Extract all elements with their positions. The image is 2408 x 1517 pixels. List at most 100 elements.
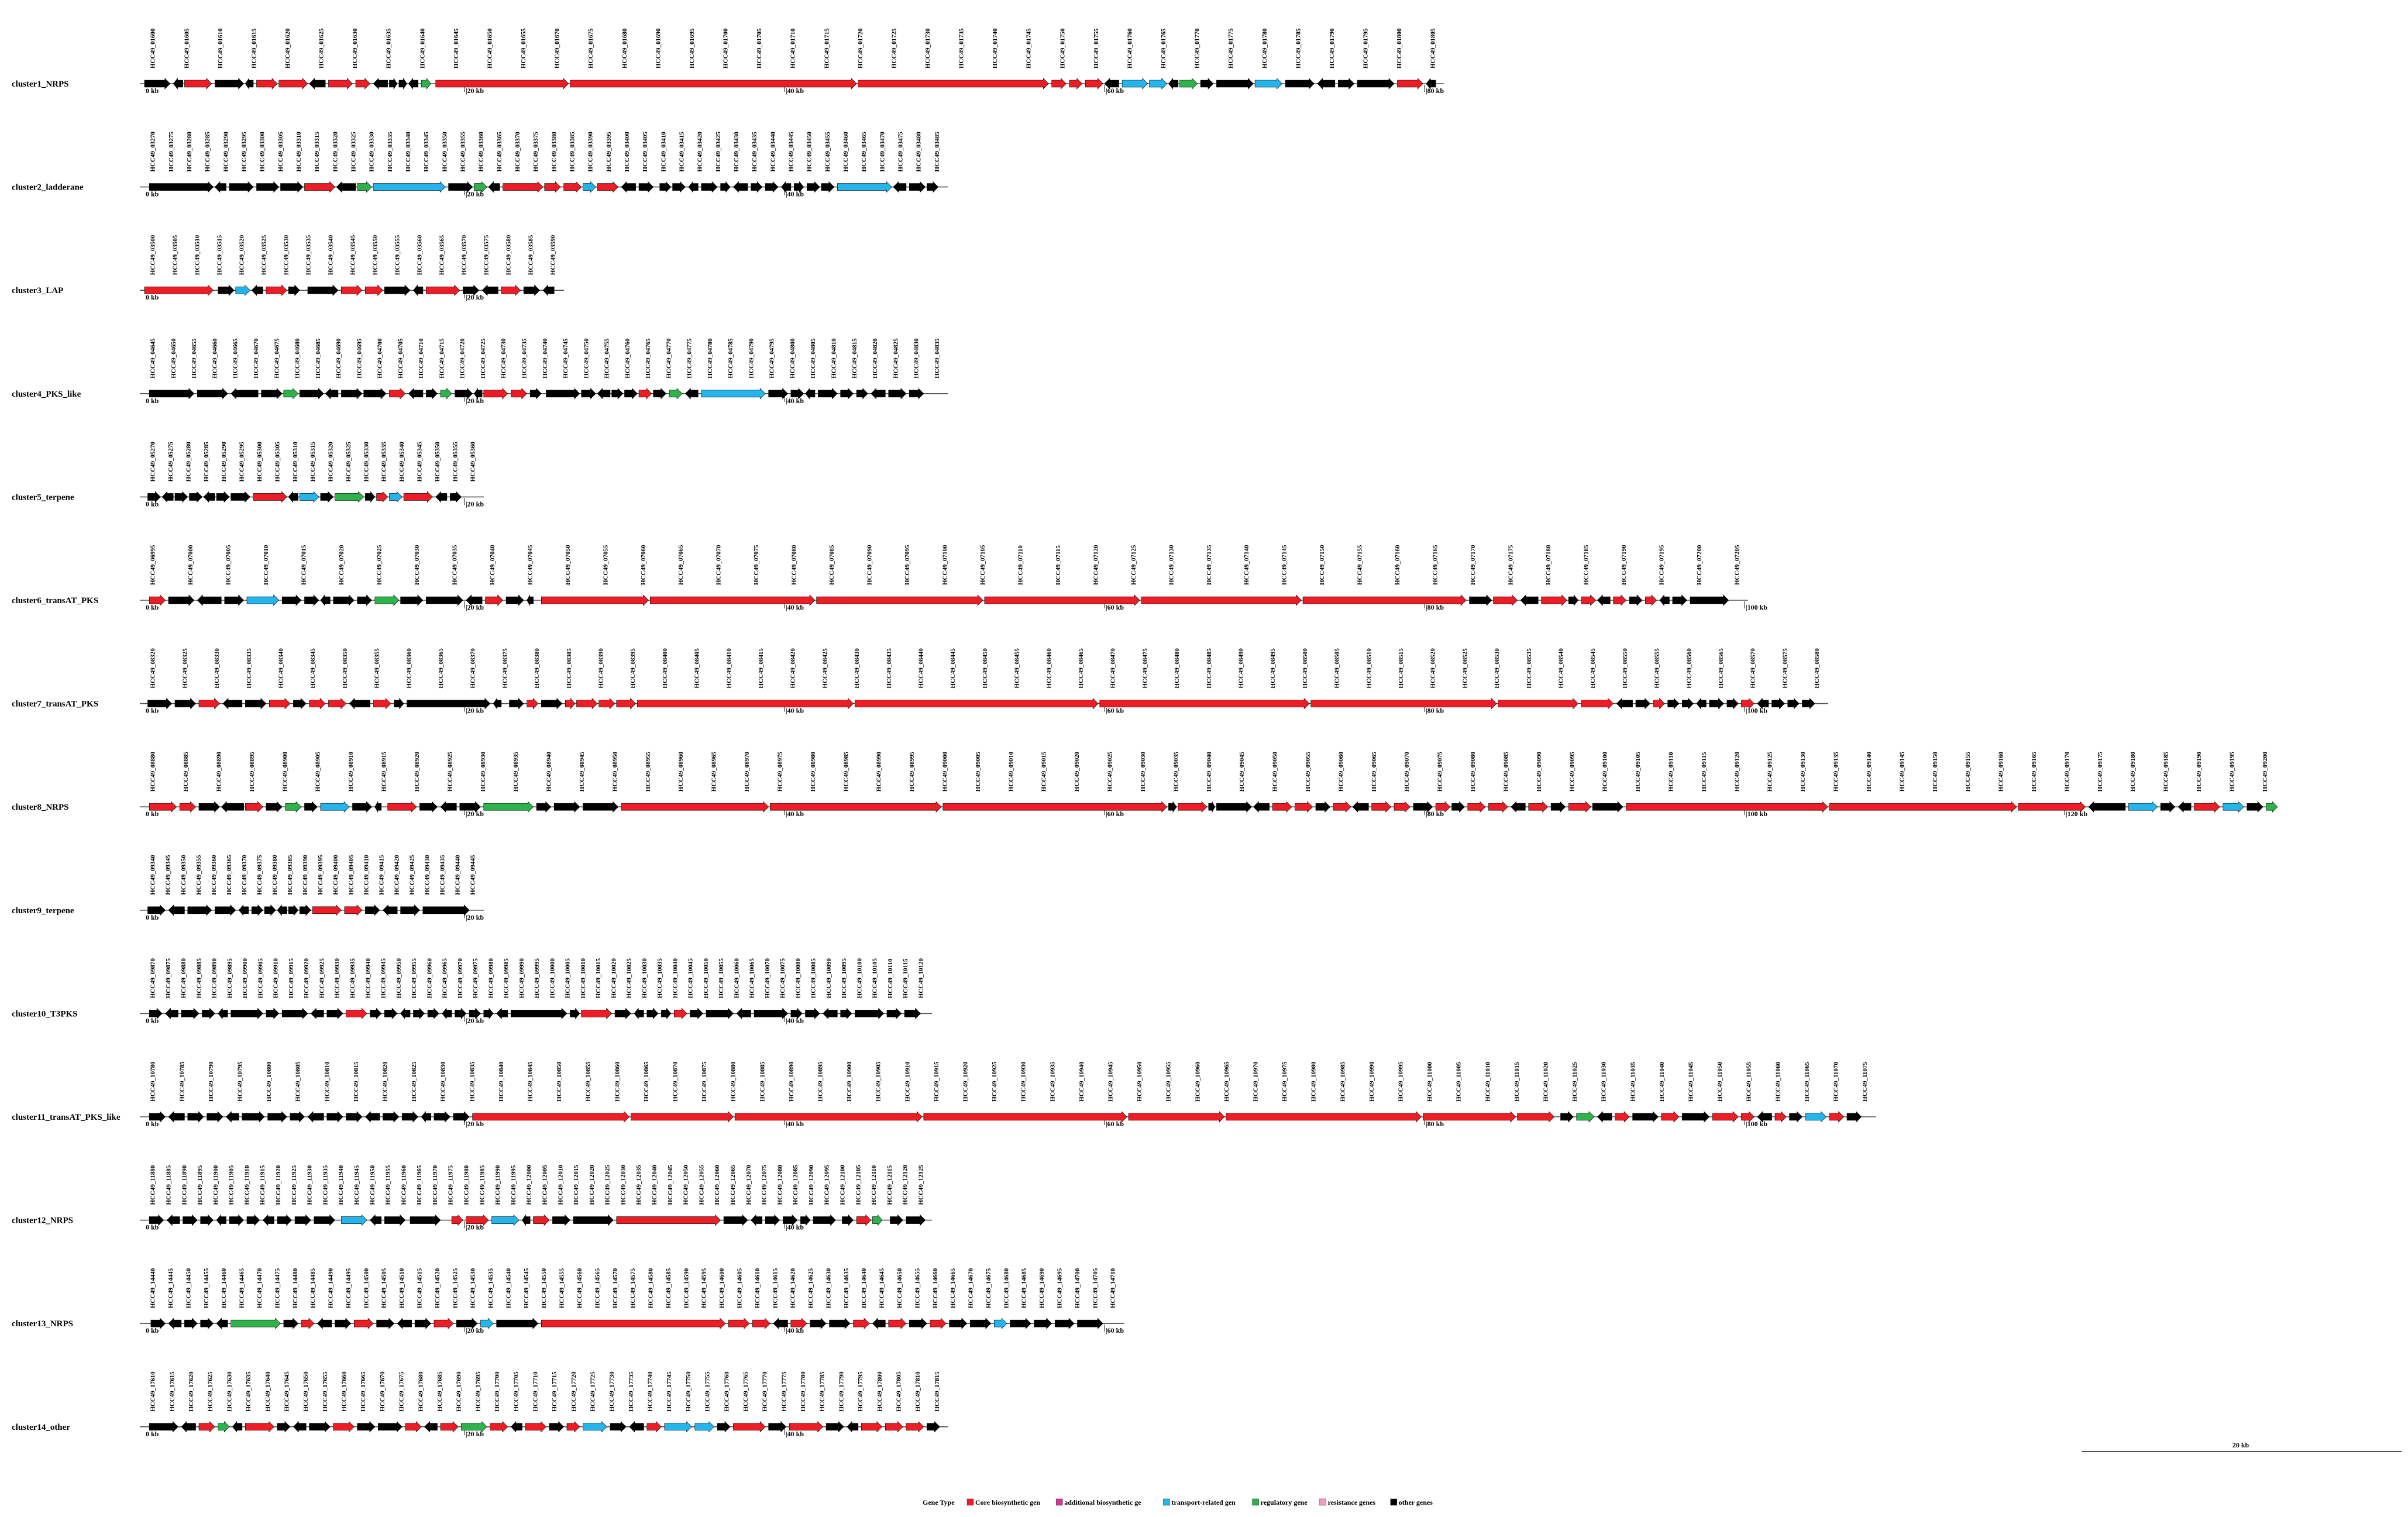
gene-label: HCC49_03530	[283, 235, 290, 275]
gene-label: HCC49_17815	[934, 1371, 941, 1412]
gene-arrow	[400, 1007, 411, 1020]
gene-label: HCC49_17790	[838, 1371, 845, 1412]
kb-tick-label: |40 kb	[786, 1223, 804, 1232]
gene-arrow	[310, 1007, 324, 1020]
gene-label: HCC49_03465	[861, 132, 868, 172]
gene-label: HCC49_12075	[761, 1165, 768, 1205]
cluster-row: cluster1_NRPS 0 kb |20 kb |40 kb |60 kb |80 k…	[12, 28, 1444, 95]
gene-label: HCC49_08950	[611, 751, 618, 792]
gene-label: HCC49_01710	[790, 28, 797, 68]
gene-arrow	[610, 1421, 627, 1433]
kb-tick-label: |40 kb	[786, 603, 804, 611]
gene-arrow	[541, 594, 649, 606]
gene-label: HCC49_17640	[264, 1371, 271, 1412]
legend-entry-label: transport-related gen	[1171, 1498, 1236, 1506]
gene-label: HCC49_08430	[854, 648, 861, 689]
gene-arrow	[1661, 1111, 1680, 1123]
legend-title: Gene Type	[923, 1498, 955, 1506]
gene-arrow	[198, 697, 220, 710]
cluster-row: cluster14_other 0 kb |20 kb |40 kb HCC49_176…	[12, 1371, 948, 1438]
gene-label: HCC49_09045	[1239, 751, 1246, 792]
gene-arrow	[168, 1318, 182, 1329]
gene-arrow	[1690, 594, 1729, 606]
gene-label: HCC49_07095	[904, 545, 911, 585]
gene-arrow	[410, 1214, 441, 1226]
gene-label: HCC49_09065	[1371, 751, 1378, 792]
gene-arrow	[544, 181, 561, 193]
gene-arrow	[384, 1214, 406, 1226]
gene-arrow	[266, 1007, 280, 1020]
gene-label: HCC49_08405	[694, 648, 701, 689]
cluster-name: cluster10_T3PKS	[12, 1009, 78, 1019]
gene-label: HCC49_08515	[1398, 648, 1405, 689]
gene-label: HCC49_14515	[417, 1268, 424, 1308]
gene-label: HCC49_09200	[2262, 751, 2269, 792]
gene-label: HCC49_17710	[532, 1371, 539, 1412]
gene-label: HCC49_14610	[754, 1268, 761, 1308]
gene-label: HCC49_09935	[349, 958, 356, 998]
gene-label: HCC49_05335	[381, 441, 388, 481]
gene-label: HCC49_09995	[534, 958, 541, 998]
gene-arrow	[1208, 802, 1216, 813]
gene-arrow	[1597, 594, 1611, 606]
gene-label: HCC49_03410	[660, 132, 667, 172]
gene-arrow	[245, 78, 254, 90]
gene-arrow	[1726, 697, 1739, 710]
gene-label: HCC49_01630	[352, 28, 359, 68]
gene-arrow	[242, 1111, 265, 1123]
gene-label: HCC49_08545	[1590, 648, 1597, 689]
scale-bar-label: 20 kb	[2232, 1441, 2249, 1449]
gene-label: HCC49_04780	[707, 338, 714, 379]
gene-arrow	[805, 1007, 820, 1020]
gene-label: HCC49_10900	[846, 1061, 853, 1102]
gene-arrow	[202, 1007, 215, 1020]
gene-label: HCC49_14570	[612, 1268, 619, 1308]
gene-label: HCC49_03560	[417, 235, 424, 275]
gene-label: HCC49_04715	[438, 338, 445, 379]
gene-label: HCC49_03485	[934, 132, 941, 172]
gene-arrow	[1394, 801, 1411, 813]
gene-label: HCC49_11055	[1746, 1062, 1753, 1102]
gene-arrow	[426, 388, 438, 400]
gene-arrow	[421, 1111, 431, 1123]
gene-arrow	[629, 1421, 644, 1433]
gene-label: HCC49_04740	[542, 338, 549, 379]
gene-label: HCC49_12015	[573, 1165, 580, 1205]
gene-arrow	[326, 1007, 343, 1020]
gene-label: HCC49_03590	[549, 235, 556, 275]
gene-arrow	[466, 594, 483, 606]
gene-arrow	[197, 388, 228, 400]
gene-arrow	[1302, 594, 1467, 606]
gene-label: HCC49_11965	[416, 1165, 423, 1205]
gene-arrow	[927, 1421, 940, 1433]
gene-label: HCC49_10005	[565, 958, 572, 998]
gene-label: HCC49_08985	[842, 751, 849, 792]
gene-arrow	[472, 1111, 630, 1123]
gene-label: HCC49_08520	[1430, 648, 1437, 689]
gene-label: HCC49_11960	[400, 1165, 407, 1205]
gene-label: HCC49_17610	[150, 1371, 157, 1412]
gene-label: HCC49_08540	[1558, 648, 1565, 689]
gene-label: HCC49_11020	[1543, 1062, 1550, 1102]
gene-label: HCC49_17765	[742, 1371, 749, 1412]
gene-arrow	[1077, 1318, 1103, 1329]
gene-label: HCC49_09980	[487, 958, 494, 998]
gene-label: HCC49_08360	[405, 648, 412, 689]
gene-label: HCC49_10825	[411, 1061, 418, 1102]
gene-arrow	[597, 181, 619, 193]
gene-label: HCC49_08425	[821, 648, 828, 689]
gene-label: HCC49_07070	[715, 545, 723, 585]
legend-entry-label: Core biosynthetic gen	[975, 1498, 1040, 1506]
gene-label: HCC49_10905	[875, 1061, 882, 1102]
gene-label: HCC49_08355	[374, 648, 381, 689]
gene-label: HCC49_08410	[725, 648, 732, 689]
gene-arrow	[1467, 801, 1486, 813]
gene-label: HCC49_09380	[271, 855, 278, 895]
gene-label: HCC49_03355	[460, 132, 467, 172]
gene-arrow	[527, 594, 534, 606]
gene-arrow	[510, 388, 528, 400]
gene-arrow	[256, 78, 278, 90]
gene-arrow	[245, 697, 267, 710]
gene-label: HCC49_09140	[1866, 751, 1873, 792]
gene-label: HCC49_07170	[1470, 545, 1477, 585]
